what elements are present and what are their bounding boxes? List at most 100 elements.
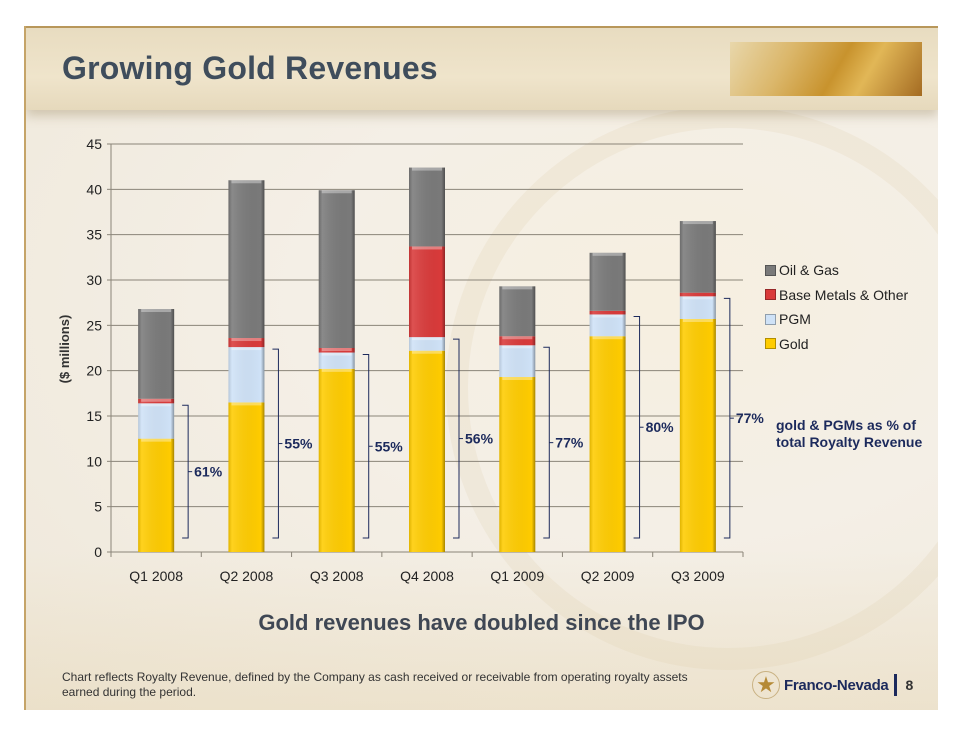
percent-bracket — [362, 354, 370, 539]
bar-highlight — [141, 309, 172, 313]
percent-bracket — [453, 338, 460, 539]
bar-highlight — [412, 337, 442, 341]
bar-shading — [679, 221, 716, 293]
bar-highlight — [592, 314, 623, 318]
x-tick-label: Q1 2008 — [129, 568, 183, 584]
percent-label: 61% — [194, 464, 223, 480]
legend-item-pgm: PGM — [765, 307, 908, 332]
bar-highlight — [682, 296, 713, 300]
bar-shading — [409, 350, 445, 552]
y-tick-label: 30 — [86, 272, 102, 288]
bar-highlight — [231, 180, 262, 184]
bar-highlight — [682, 221, 713, 225]
bar-shading — [228, 402, 265, 552]
legend-swatch — [765, 313, 776, 325]
bar-shading — [318, 352, 355, 369]
subtitle-text: Gold revenues have doubled since the IPO — [258, 610, 705, 635]
x-tick-label: Q2 2008 — [220, 568, 274, 584]
bar-highlight — [412, 246, 442, 250]
bar-highlight — [592, 252, 623, 256]
bar-highlight — [141, 403, 172, 407]
logo-divider — [894, 674, 898, 696]
bar-highlight — [502, 377, 533, 381]
bar-shading — [589, 336, 626, 552]
bar-shading — [589, 314, 626, 337]
x-tick-label: Q3 2009 — [671, 568, 725, 584]
bar-highlight — [321, 352, 352, 356]
legend-swatch — [765, 338, 776, 350]
y-tick-label: 10 — [86, 453, 102, 469]
page-number: 8 — [905, 677, 914, 693]
legend-item-gold: Gold — [765, 332, 908, 357]
percent-brackets: 61% 55% 55% 56% 77% 80% 77% — [182, 297, 765, 539]
logo-text: Franco-Nevada — [784, 676, 889, 694]
bar-shading — [679, 318, 716, 552]
bar-highlight — [231, 338, 262, 342]
bar-shading — [679, 292, 716, 297]
percent-bracket — [272, 348, 279, 539]
annotation-note: gold & PGMs as % of total Royalty Revenu… — [776, 417, 923, 450]
star-icon: ★ — [752, 671, 780, 699]
x-tick-label: Q1 2009 — [490, 568, 544, 584]
y-tick-label: 45 — [86, 136, 102, 152]
bar-shading — [228, 180, 265, 339]
y-axis-label: ($ millions) — [57, 315, 72, 384]
bar-highlight — [141, 438, 172, 442]
percent-label: 55% — [284, 436, 313, 452]
bar-highlight — [682, 318, 713, 322]
legend-item-base-metals-other: Base Metals & Other — [765, 283, 908, 308]
bar-shading — [409, 337, 445, 351]
percent-label: 55% — [375, 438, 404, 454]
x-tick-label: Q4 2008 — [400, 568, 454, 584]
bar-highlight — [231, 402, 262, 406]
bar-highlight — [502, 345, 533, 349]
bar-shading — [499, 377, 536, 552]
bar-shading — [499, 286, 536, 337]
y-axis: 0 5 10 15 20 25 30 35 40 45 — [86, 136, 112, 560]
legend-swatch — [765, 289, 776, 301]
bar-shading — [318, 368, 355, 552]
percent-label: 80% — [646, 419, 675, 435]
bar-shading — [679, 296, 716, 319]
slide-header: Growing Gold Revenues — [26, 26, 938, 110]
bar-shading — [499, 336, 536, 346]
chart-legend: Oil & Gas Base Metals & Other PGM Gold — [765, 258, 908, 356]
bar-highlight — [321, 190, 352, 194]
y-tick-label: 0 — [94, 544, 102, 560]
gold-bars-image — [730, 42, 922, 96]
bar-shading — [318, 190, 355, 348]
bar-highlight — [231, 347, 262, 351]
x-tick-label: Q2 2009 — [581, 568, 635, 584]
y-tick-label: 20 — [86, 363, 102, 379]
bar-shading — [228, 338, 265, 348]
y-tick-label: 35 — [86, 227, 102, 243]
percent-bracket — [182, 404, 189, 539]
y-tick-label: 40 — [86, 181, 102, 197]
legend-label: Gold — [779, 335, 809, 352]
bar-shading — [138, 398, 175, 404]
bar-shading — [138, 309, 175, 399]
legend-item-oil-gas: Oil & Gas — [765, 258, 908, 283]
y-tick-label: 25 — [86, 317, 102, 333]
x-axis: Q1 2008 Q2 2008 Q3 2008 Q4 2008 Q1 2009 Q2 20… — [110, 551, 744, 584]
percent-bracket — [723, 297, 731, 539]
percent-label: 77% — [555, 435, 584, 451]
bar-shading — [228, 347, 265, 403]
slide-background: Growing Gold Revenues — [24, 26, 938, 710]
bar-shading — [409, 167, 445, 247]
bar-shading — [138, 438, 175, 552]
percent-bracket — [543, 346, 550, 539]
y-tick-label: 15 — [86, 408, 102, 424]
legend-label: Oil & Gas — [779, 262, 839, 279]
y-tick-label: 5 — [94, 499, 102, 515]
bar-highlight — [502, 286, 533, 290]
percent-bracket — [633, 315, 641, 539]
bar-shading — [499, 345, 536, 378]
bar-shading — [409, 246, 445, 338]
legend-label: Base Metals & Other — [779, 286, 909, 303]
bar-highlight — [141, 398, 172, 402]
bar-highlight — [592, 336, 623, 340]
company-logo: ★ Franco-Nevada 8 — [752, 671, 913, 699]
percent-label: 77% — [736, 410, 765, 426]
